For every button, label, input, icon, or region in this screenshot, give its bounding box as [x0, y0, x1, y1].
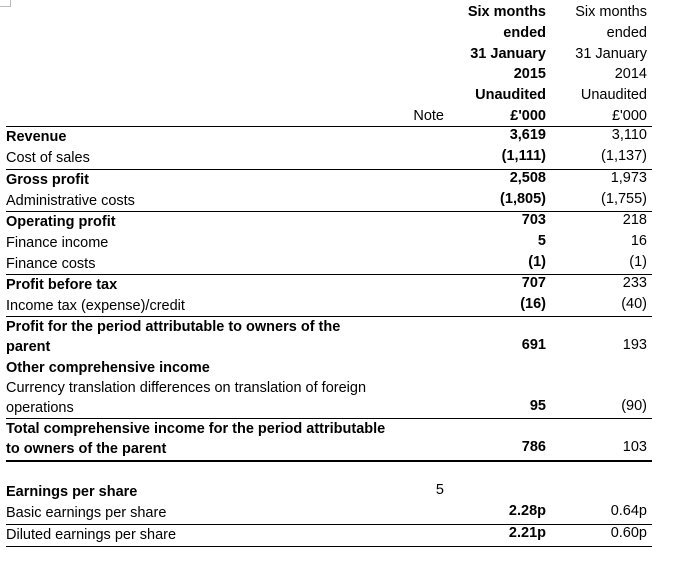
divider [6, 211, 652, 212]
previous-value: 233 [622, 275, 647, 291]
row-gross-profit: Gross profit 2,508 1,973 [0, 170, 682, 191]
previous-header-line: ended [606, 24, 647, 41]
row-label: Gross profit [6, 172, 89, 188]
row-administrative-costs: Administrative costs (1,805) (1,755) [0, 191, 682, 212]
row-label: Basic earnings per share [6, 505, 167, 521]
row-revenue: Revenue 3,619 3,110 [0, 127, 682, 148]
note-column-header: Note [413, 108, 444, 124]
previous-header-line: 2014 [614, 66, 647, 83]
row-profit-before-tax: Profit before tax 707 233 [0, 275, 682, 296]
previous-value: 1,973 [610, 170, 647, 186]
current-value: 2.21p [508, 525, 546, 541]
divider [6, 169, 652, 170]
previous-value: 0.64p [610, 503, 647, 519]
current-value: 691 [521, 337, 546, 353]
current-value: 703 [521, 212, 546, 228]
cell-corner-marker [0, 0, 11, 7]
row-label: Earnings per share [6, 484, 138, 500]
current-value: 2.28p [508, 503, 546, 519]
previous-value: 193 [622, 337, 647, 353]
row-label: Revenue [6, 129, 67, 145]
row-cost-of-sales: Cost of sales (1,111) (1,137) [0, 148, 682, 169]
row-label: Finance income [6, 235, 109, 251]
previous-value: 0.60p [610, 525, 647, 541]
current-value: 2,508 [509, 170, 546, 186]
row-operating-profit: Operating profit 703 218 [0, 212, 682, 233]
row-currency-translation: Currency translation differences on tran… [0, 378, 682, 419]
current-value: 3,619 [509, 127, 546, 143]
previous-period-header: Six months ended 31 January 2014 Unaudit… [550, 2, 647, 127]
previous-header-line: Six months [575, 4, 647, 20]
row-label: Diluted earnings per share [6, 527, 177, 543]
current-value: (1,805) [500, 191, 546, 207]
row-label-line: Currency translation differences on tran… [6, 380, 367, 396]
divider [6, 546, 652, 547]
current-value: (16) [520, 296, 546, 312]
previous-value: 103 [622, 439, 647, 455]
previous-value: (1,755) [601, 191, 647, 207]
row-label-line: to owners of the parent [6, 441, 167, 457]
previous-header-line: £'000 [611, 107, 647, 124]
row-profit-for-period: Profit for the period attributable to ow… [0, 317, 682, 358]
current-value: 95 [529, 398, 546, 414]
current-header-line: ended [503, 24, 546, 41]
previous-value: (1,137) [601, 148, 647, 164]
previous-value: (40) [621, 296, 647, 312]
current-value: 5 [537, 233, 546, 249]
row-label: Cost of sales [6, 150, 90, 166]
row-income-tax: Income tax (expense)/credit (16) (40) [0, 296, 682, 317]
current-period-header: Six months ended 31 January 2015 Unaudit… [420, 2, 546, 127]
divider-thick [6, 460, 652, 462]
previous-header-line: 31 January [575, 45, 647, 62]
previous-value: (1) [629, 254, 647, 270]
divider [6, 274, 652, 275]
previous-value: 218 [622, 212, 647, 228]
row-label-line: Profit for the period attributable to ow… [6, 319, 341, 335]
current-value: 786 [521, 439, 546, 455]
row-other-comprehensive-income: Other comprehensive income [0, 358, 682, 378]
row-total-comprehensive-income: Total comprehensive income for the perio… [0, 419, 682, 460]
divider [6, 524, 652, 525]
current-value: 707 [521, 275, 546, 291]
row-basic-eps: Basic earnings per share 2.28p 0.64p [0, 503, 682, 524]
current-header-line: Six months [467, 4, 546, 20]
row-finance-costs: Finance costs (1) (1) [0, 254, 682, 275]
previous-value: 3,110 [611, 127, 647, 143]
row-finance-income: Finance income 5 16 [0, 233, 682, 254]
current-header-line: 2015 [513, 66, 546, 83]
current-header-line: 31 January [470, 45, 546, 62]
current-header-line: £'000 [510, 107, 546, 124]
row-label: Profit before tax [6, 277, 118, 293]
previous-value: 16 [630, 233, 647, 249]
current-value: (1,111) [501, 148, 546, 164]
previous-value: (90) [621, 398, 647, 414]
divider [6, 418, 652, 419]
previous-header-line: Unaudited [580, 87, 647, 104]
row-label: Income tax (expense)/credit [6, 298, 185, 314]
note-reference: 5 [435, 482, 444, 498]
row-label-line: parent [6, 339, 51, 355]
divider [6, 316, 652, 317]
row-label-line: operations [6, 400, 74, 416]
row-earnings-per-share: Earnings per share 5 [0, 482, 682, 503]
row-diluted-eps: Diluted earnings per share 2.21p 0.60p [0, 525, 682, 546]
divider [6, 126, 652, 127]
row-label: Operating profit [6, 214, 116, 230]
row-label: Administrative costs [6, 193, 135, 209]
row-label-line: Total comprehensive income for the perio… [6, 421, 386, 437]
current-header-line: Unaudited [475, 87, 546, 104]
row-label: Finance costs [6, 256, 96, 272]
current-value: (1) [528, 254, 546, 270]
row-label: Other comprehensive income [6, 360, 210, 376]
